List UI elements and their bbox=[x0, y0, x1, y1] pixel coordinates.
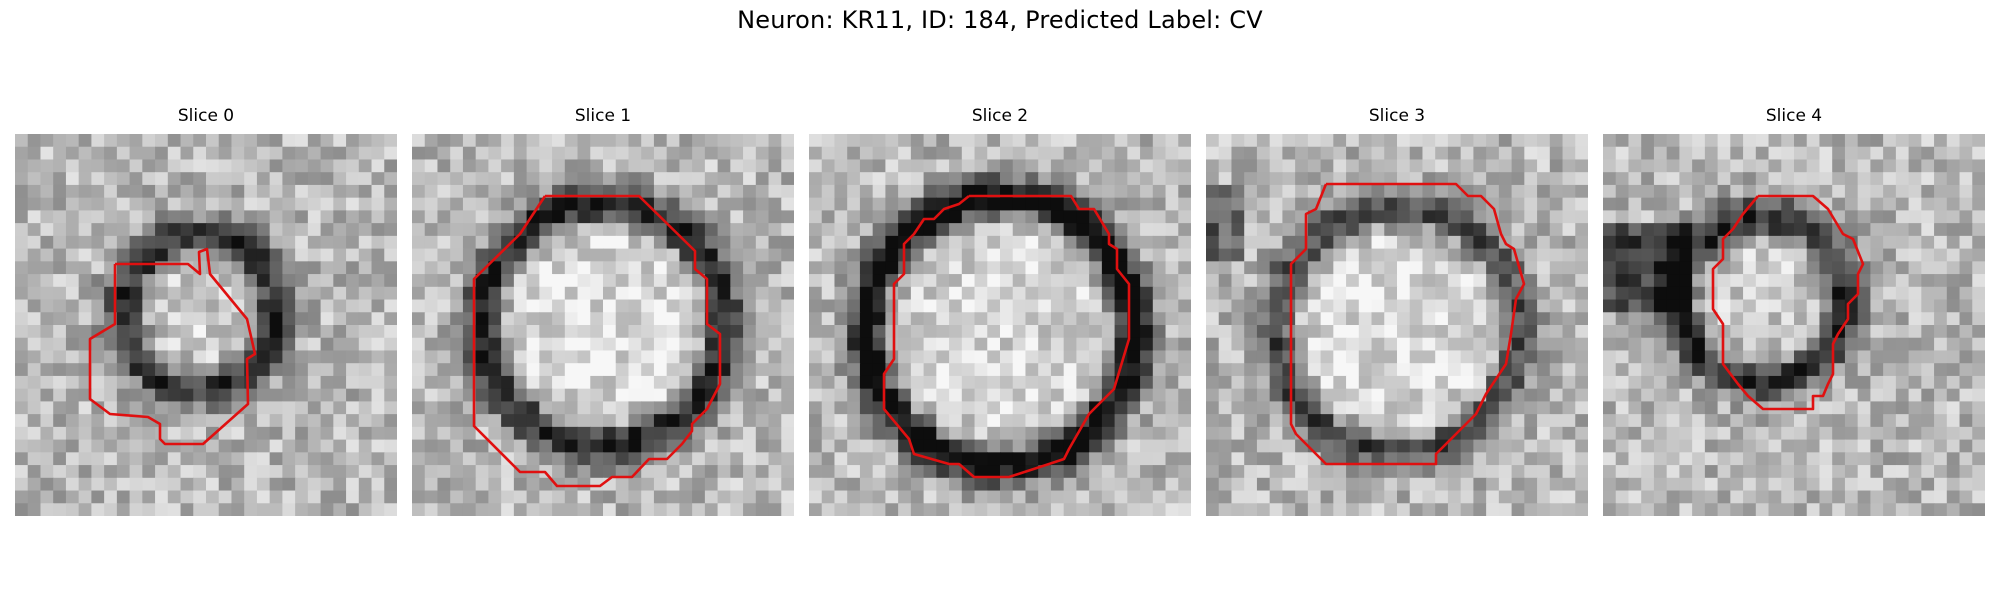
segmentation-outline-4 bbox=[1711, 194, 1865, 411]
slice-title-4: Slice 4 bbox=[1765, 106, 1823, 126]
segmentation-outline-3 bbox=[1289, 182, 1526, 466]
slice-image-1 bbox=[412, 134, 794, 516]
figure-title: Neuron: KR11, ID: 184, Predicted Label: … bbox=[737, 6, 1263, 34]
segmentation-outline-1 bbox=[472, 194, 722, 488]
slice-title-3: Slice 3 bbox=[1368, 106, 1426, 126]
slice-image-2 bbox=[809, 134, 1191, 516]
slice-image-0 bbox=[15, 134, 397, 516]
segmentation-outline-0 bbox=[88, 247, 257, 446]
slice-title-1: Slice 1 bbox=[574, 106, 632, 126]
slice-image-3 bbox=[1206, 134, 1588, 516]
slice-title-0: Slice 0 bbox=[177, 106, 235, 126]
slice-image-4 bbox=[1603, 134, 1985, 516]
slice-title-2: Slice 2 bbox=[971, 106, 1029, 126]
segmentation-outline-2 bbox=[882, 194, 1131, 479]
